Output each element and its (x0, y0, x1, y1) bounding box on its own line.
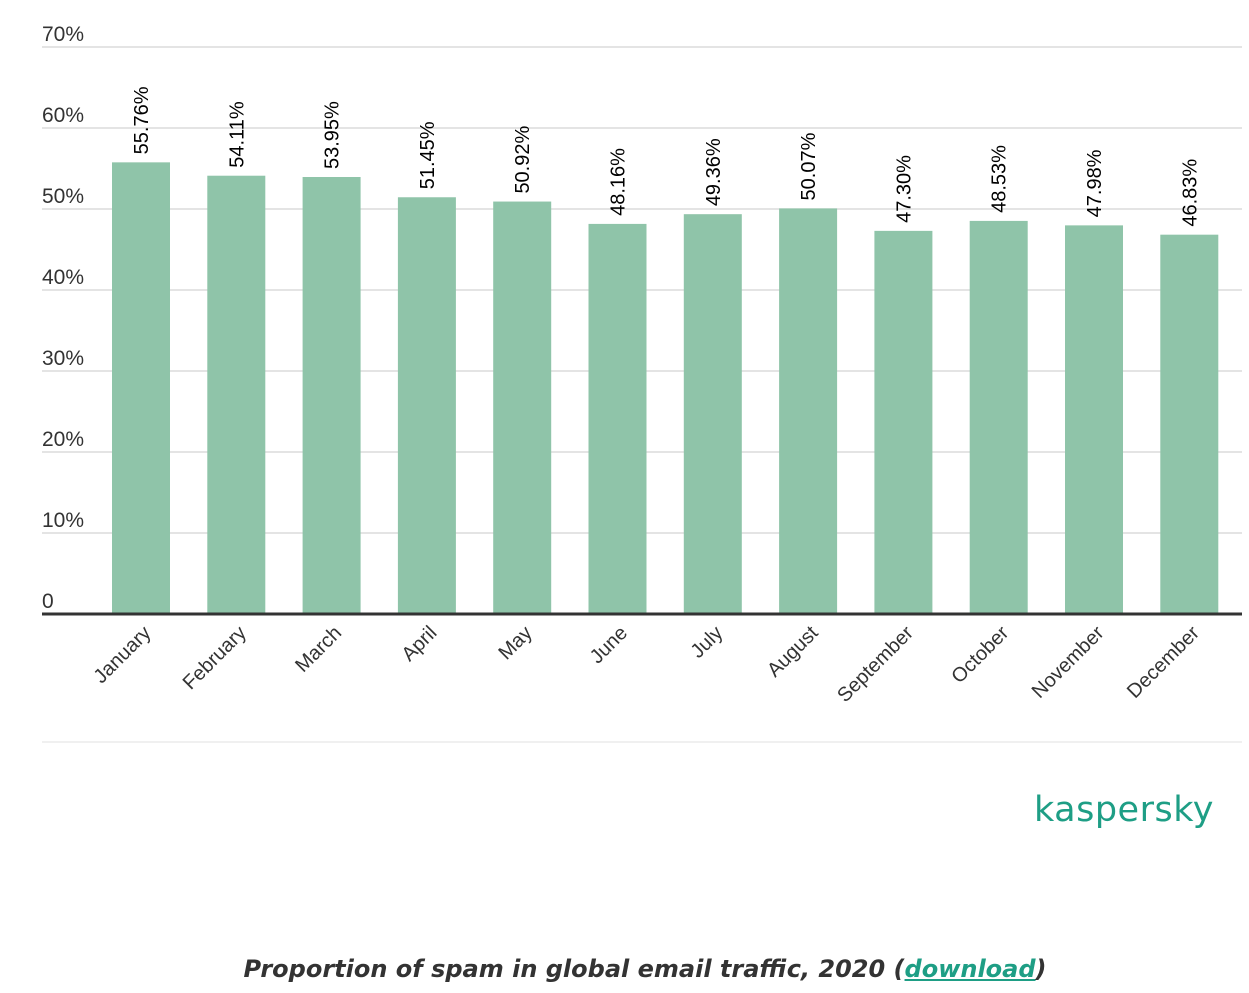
x-tick-label: May (494, 622, 536, 664)
chart-caption: Proportion of spam in global email traff… (0, 955, 1249, 983)
x-tick-label: March (291, 622, 346, 677)
y-tick-label: 40% (42, 266, 84, 289)
y-tick-label: 20% (42, 428, 84, 451)
data-label: 51.45% (417, 121, 439, 189)
x-tick-label: November (1028, 622, 1109, 703)
data-label: 48.53% (989, 145, 1011, 213)
bar (112, 162, 170, 614)
bar (683, 214, 742, 614)
data-label: 50.92% (512, 125, 534, 193)
data-label: 47.30% (893, 155, 915, 223)
data-labels: 55.76% 54.11% 53.95% 51.45% 50.92% 48.16% 49.3… (131, 86, 1201, 226)
data-label: 46.83% (1179, 159, 1201, 227)
y-tick-label: 10% (42, 509, 84, 532)
bars (112, 162, 1219, 615)
y-tick-label: 50% (42, 185, 84, 208)
x-tick-label: June (586, 622, 632, 668)
bar-chart: 0 10% 20% 30% 40% 50% 60% 70% 55.76% 54.11% 53.95… (42, 23, 1242, 743)
bar (493, 201, 552, 614)
data-label: 48.16% (608, 148, 630, 216)
bar (588, 223, 647, 615)
y-tick-label: 60% (42, 104, 84, 127)
data-label: 49.36% (703, 138, 725, 206)
bar (779, 208, 838, 615)
download-link[interactable]: download (904, 955, 1036, 983)
x-tick-label: September (833, 622, 918, 707)
x-tick-label: February (179, 622, 251, 694)
x-tick-label: July (687, 622, 728, 663)
x-axis-ticks: January February March April May June July Augu… (90, 622, 1204, 707)
bar (397, 197, 456, 614)
data-label: 53.95% (322, 101, 344, 169)
x-tick-label: January (90, 622, 156, 688)
data-label: 50.07% (798, 132, 820, 200)
x-tick-label: December (1123, 622, 1204, 703)
bar (1065, 225, 1123, 614)
bar (207, 175, 266, 615)
bar (1160, 234, 1219, 614)
data-label: 47.98% (1084, 149, 1106, 217)
kaspersky-logo: kaspersky (1034, 790, 1214, 830)
caption-suffix: ) (1035, 955, 1047, 983)
x-tick-label: August (763, 622, 823, 682)
y-tick-label: 70% (42, 23, 84, 46)
data-label: 55.76% (131, 86, 153, 154)
bar (874, 230, 933, 614)
bar (302, 177, 361, 614)
x-tick-label: April (398, 622, 442, 666)
bar (969, 220, 1028, 615)
caption-text: Proportion of spam in global email traff… (243, 955, 905, 983)
y-tick-label: 0 (42, 590, 54, 613)
x-tick-label: October (947, 622, 1013, 688)
data-label: 54.11% (226, 101, 248, 168)
y-tick-label: 30% (42, 347, 84, 370)
